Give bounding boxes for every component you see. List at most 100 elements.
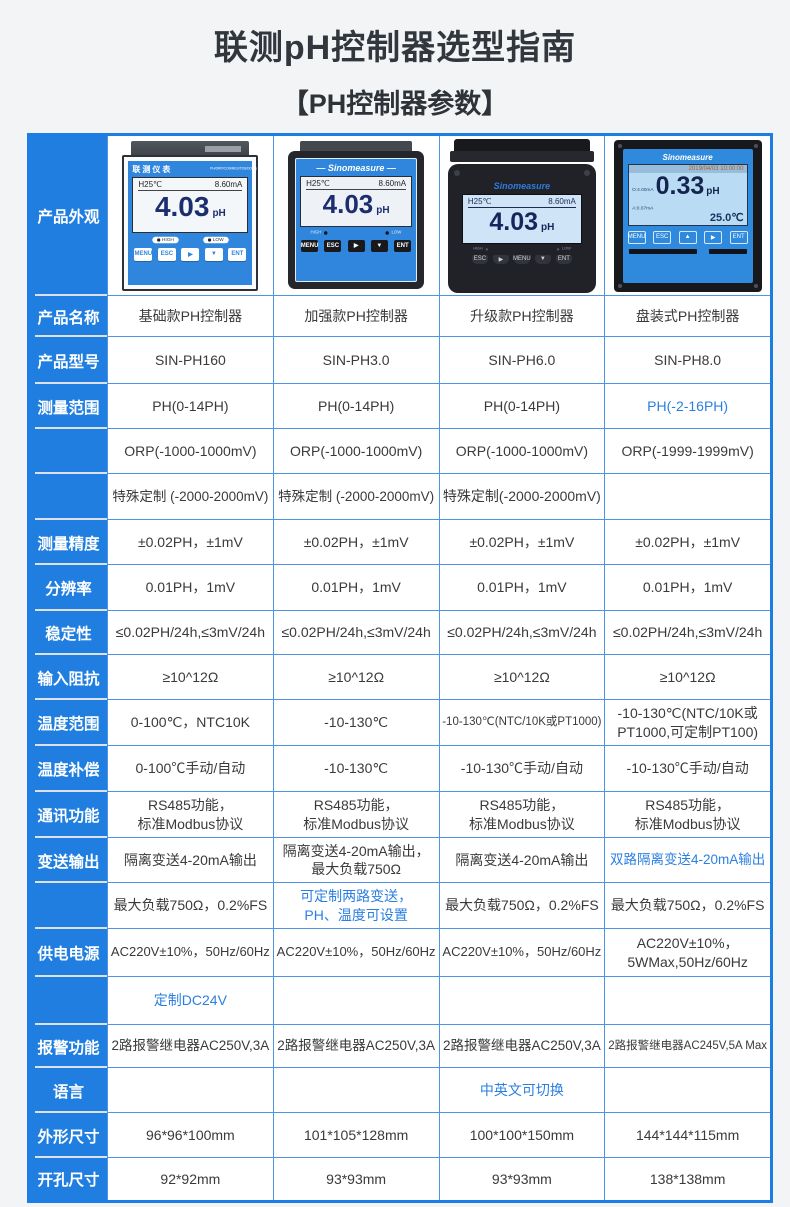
spec-row-label: 外形尺寸 [30, 1113, 107, 1158]
spec-cell: 2路报警继电器AC245V,5A Max [604, 1025, 770, 1068]
page-title: 联测pH控制器选型指南 [213, 29, 577, 67]
spec-row-label: 通讯功能 [30, 792, 107, 838]
spec-cell [272, 977, 439, 1025]
spec-cell: 96*96*100mm [107, 1113, 273, 1158]
spec-cell [604, 1068, 770, 1113]
spec-cell: 0.01PH，1mV [107, 565, 273, 611]
device-brand: Sinomeasure [662, 152, 713, 162]
spec-row-label: 温度补偿 [30, 746, 107, 792]
device-upgraded: Sinomeasure H25℃ 8.60mA 4.03 pH HIGH LOW … [447, 138, 596, 293]
device-button-esc: ESC [471, 254, 488, 264]
indicator-dot [385, 230, 390, 235]
product-appearance-row: 产品外观 联测仪表 PH/ORP/CON/RES/TDS/DO(C) H25℃ [30, 136, 770, 296]
lcd-current: 8.60mA [214, 179, 243, 189]
spec-cell: ≥10^12Ω [438, 655, 605, 700]
indicator-dot [485, 247, 488, 250]
device-button-down: ▼ [370, 239, 388, 252]
spec-cell: PH(-2-16PH) [604, 384, 770, 429]
lcd-current: 8.60mA [548, 196, 576, 206]
spec-cell [272, 1068, 439, 1113]
spec-row-label: 输入阻抗 [30, 655, 107, 700]
spec-row: 最大负载750Ω，0.2%FS 可定制两路变送， PH、温度可设置 最大负载750Ω… [30, 883, 770, 929]
indicator-dot [207, 237, 211, 242]
device-button-right: ▶ [704, 230, 723, 244]
spec-row: 变送输出 隔离变送4-20mA输出 隔离变送4-20mA输出， 最大负载750Ω 隔离… [30, 838, 770, 883]
spec-cell: ORP(-1000-1000mV) [272, 429, 439, 474]
spec-cell: SIN-PH8.0 [604, 337, 770, 384]
spec-cell: ≤0.02PH/24h,≤3mV/24h [604, 611, 770, 655]
spec-row: ORP(-1000-1000mV) ORP(-1000-1000mV) ORP(-1… [30, 429, 770, 474]
device-button-menu: MENU [513, 254, 531, 264]
device-lcd: 2019/04/03 10:00:00 0.33 pH O:4.00mA A:0.… [627, 163, 748, 226]
spec-row: 输入阻抗 ≥10^12Ω ≥10^12Ω ≥10^12Ω ≥10^12Ω [30, 655, 770, 700]
device-lcd: H25℃ 8.60mA 4.03 pH [461, 193, 582, 244]
spec-row: 外形尺寸 96*96*100mm 101*105*128mm 100*100*150m… [30, 1113, 770, 1158]
spec-cell: SIN-PH160 [107, 337, 273, 384]
spec-row: 稳定性 ≤0.02PH/24h,≤3mV/24h ≤0.02PH/24h,≤3mV/… [30, 611, 770, 655]
spec-cell: 0-100℃，NTC10K [107, 700, 273, 746]
spec-row: 定制DC24V [30, 977, 770, 1025]
device-button-right: ▶ [492, 254, 509, 264]
lcd-ph-unit: pH [376, 204, 390, 216]
lcd-temp: H25℃ [138, 179, 163, 189]
indicator-dot [324, 230, 328, 235]
device-panel-mount: Sinomeasure 2019/04/03 10:00:00 0.33 pH O… [613, 139, 762, 292]
spec-table: 产品外观 联测仪表 PH/ORP/CON/RES/TDS/DO(C) H25℃ [27, 133, 773, 1203]
page-subtitle: 【PH控制器参数】 [281, 89, 509, 119]
spec-row: 语言 中英文可切换 [30, 1068, 770, 1113]
spec-cell: SIN-PH6.0 [438, 337, 605, 384]
spec-cell: -10-130℃(NTC/10K或PT1000) [438, 700, 605, 746]
spec-cell: AC220V±10%，50Hz/60Hz [438, 929, 605, 977]
spec-cell: 93*93mm [272, 1158, 439, 1200]
spec-cell: ±0.02PH，±1mV [107, 520, 273, 565]
device-lcd: H25℃ 8.60mA 4.03 pH [300, 175, 413, 227]
low-indicator: LOW [385, 230, 403, 235]
low-indicator: LOW [557, 246, 572, 251]
high-indicator: HIGH [472, 246, 488, 251]
spec-row: 测量精度 ±0.02PH，±1mV ±0.02PH，±1mV ±0.02PH，±1mV… [30, 520, 770, 565]
row-label-appearance: 产品外观 [30, 136, 107, 296]
spec-cell: 0-100℃手动/自动 [107, 746, 273, 792]
spec-cell: ±0.02PH，±1mV [604, 520, 770, 565]
spec-cell: 0.01PH，1mV [438, 565, 605, 611]
device-lid [449, 138, 594, 162]
spec-cell: ±0.02PH，±1mV [438, 520, 605, 565]
indicator-dot [157, 237, 161, 242]
spec-cell: RS485功能， 标准Modbus协议 [107, 792, 273, 838]
spec-cell: 92*92mm [107, 1158, 273, 1200]
device-model-list: PH/ORP/CON/RES/TDS/DO(C) [210, 167, 258, 171]
high-indicator: HIGH [310, 230, 328, 235]
device-button-right: ▶ [181, 247, 200, 261]
spec-cell: RS485功能， 标准Modbus协议 [604, 792, 770, 838]
device-button-ent: ENT [729, 230, 748, 244]
spec-cell: ≤0.02PH/24h,≤3mV/24h [107, 611, 273, 655]
device-brand: Sinomeasure [300, 163, 412, 173]
lcd-temp: H25℃ [467, 196, 492, 206]
product-photo-basic: 联测仪表 PH/ORP/CON/RES/TDS/DO(C) H25℃ 8.60m… [107, 136, 273, 296]
lcd-temp: H25℃ [306, 178, 330, 188]
spec-row: 通讯功能 RS485功能， 标准Modbus协议 RS485功能， 标准Modbus… [30, 792, 770, 838]
spec-cell: 可定制两路变送， PH、温度可设置 [272, 883, 439, 929]
spec-cell: 隔离变送4-20mA输出 [107, 838, 273, 883]
spec-row-label: 语言 [30, 1068, 107, 1113]
device-button-ent: ENT [555, 254, 572, 264]
spec-cell: -10-130℃ [272, 700, 439, 746]
device-button-esc: ESC [653, 230, 672, 244]
spec-row: 测量范围 PH(0-14PH) PH(0-14PH) PH(0-14PH) PH(-2-… [30, 384, 770, 429]
spec-cell: -10-130℃手动/自动 [438, 746, 605, 792]
lcd-current: 8.60mA [378, 178, 407, 188]
spec-row-label [30, 474, 107, 520]
spec-cell: PH(0-14PH) [272, 384, 439, 429]
spec-cell: ±0.02PH，±1mV [272, 520, 439, 565]
spec-cell: 特殊定制 (-2000-2000mV) [107, 474, 273, 520]
spec-cell: AC220V±10%，50Hz/60Hz [272, 929, 439, 977]
spec-cell: ≤0.02PH/24h,≤3mV/24h [438, 611, 605, 655]
spec-cell: -10-130℃ [272, 746, 439, 792]
spec-cell: 144*144*115mm [604, 1113, 770, 1158]
spec-row-label: 变送输出 [30, 838, 107, 883]
spec-row-label: 测量精度 [30, 520, 107, 565]
spec-cell: ORP(-1000-1000mV) [107, 429, 273, 474]
spec-cell: 隔离变送4-20mA输出 [438, 838, 605, 883]
